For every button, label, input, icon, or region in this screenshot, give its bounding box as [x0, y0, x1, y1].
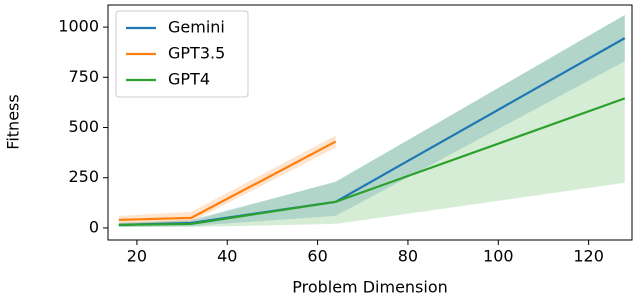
y-tick-label: 750	[68, 67, 99, 86]
error-band	[118, 135, 336, 224]
y-axis-label: Fitness	[4, 94, 23, 149]
x-tick-label: 80	[398, 247, 418, 266]
x-axis-label: Problem Dimension	[292, 278, 448, 297]
legend-label: GPT4	[168, 70, 210, 89]
legend-label: Gemini	[168, 18, 225, 37]
x-tick-label: 100	[483, 247, 514, 266]
plot-frame	[107, 4, 633, 241]
x-tick-label: 20	[127, 247, 147, 266]
legend-label: GPT3.5	[168, 44, 225, 63]
y-tick-label: 1000	[58, 17, 99, 36]
x-tick-label: 120	[573, 247, 604, 266]
x-tick-label: 60	[307, 247, 327, 266]
error-band	[118, 15, 625, 227]
y-tick-label: 0	[89, 217, 99, 236]
line	[118, 97, 626, 227]
y-tick-label: 500	[68, 117, 99, 136]
error-band	[118, 15, 625, 227]
x-tick-label: 40	[217, 247, 237, 266]
y-tick-label: 250	[68, 167, 99, 186]
line	[118, 140, 337, 222]
legend-box	[115, 10, 249, 98]
